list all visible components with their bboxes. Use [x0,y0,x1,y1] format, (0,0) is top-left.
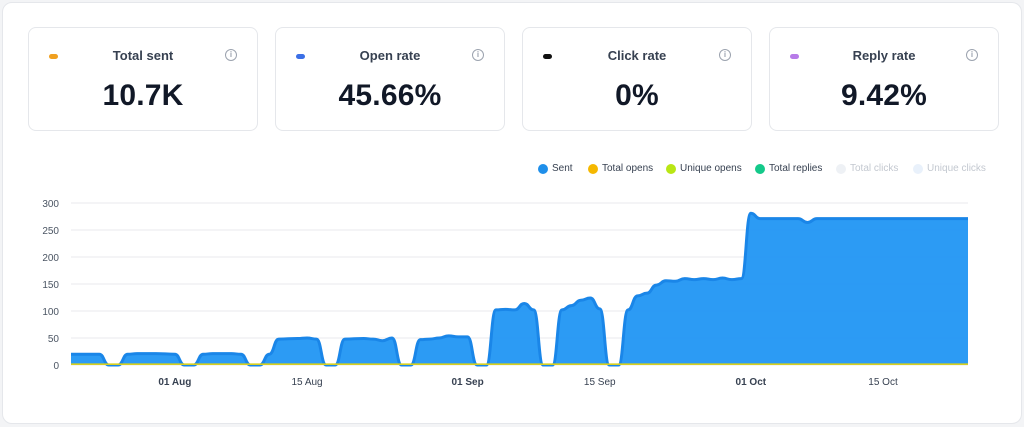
legend-item-total-opens[interactable]: Total opens [588,163,653,174]
x-tick-label: 01 Sep [451,377,483,388]
stat-card-value: 0% [615,79,659,112]
legend-swatch [755,163,765,174]
y-tick-label: 100 [42,307,59,318]
legend-item-total-replies[interactable]: Total replies [755,163,822,174]
legend-item-unique-clicks[interactable]: Unique clicks [913,163,986,174]
info-icon[interactable]: i [966,49,978,61]
stat-card-value: 9.42% [840,79,928,112]
chart-legend: Sent Total opens Unique opens Total repl… [3,163,1021,177]
legend-label: Total opens [602,163,654,174]
sent-area-chart: 0 50 100 150 200 250 300 01 Aug 15 Aug 01 Sep 15 S… [42,199,968,388]
info-icon[interactable]: i [225,49,237,61]
x-tick-label: 15 Sep [584,377,616,388]
y-tick-label: 50 [48,334,60,345]
legend-item-sent[interactable]: Sent [538,163,573,174]
open-rate-color-dot [296,54,305,59]
total-opens-area [71,363,968,365]
legend-label: Sent [552,163,573,174]
stat-card-title: Click rate [607,48,667,63]
total-sent-color-dot [49,54,58,59]
legend-swatch [588,163,598,174]
y-tick-label: 200 [42,253,59,264]
stat-card-value: 10.7K [102,79,184,112]
stat-card-title: Reply rate [852,48,916,63]
legend-swatch [913,163,923,174]
legend-swatch [538,163,548,174]
sent-line [71,211,968,367]
legend-item-total-clicks[interactable]: Total clicks [836,163,898,174]
info-icon[interactable]: i [472,49,484,61]
legend-label: Total clicks [850,163,899,174]
x-tick-label: 01 Aug [158,377,191,388]
legend-label: Unique clicks [927,163,986,174]
stat-card-reply-rate: Reply rate i 9.42% [769,27,999,131]
sent-area [71,213,968,365]
stat-card-title: Total sent [112,48,174,63]
stat-card-total-sent: Total sent i 10.7K [28,27,258,131]
stat-card-open-rate: Open rate i 45.66% [275,27,505,131]
stat-card-title: Open rate [359,48,421,63]
click-rate-color-dot [543,54,552,59]
legend-item-unique-opens[interactable]: Unique opens [666,163,742,174]
stat-card-click-rate: Click rate i 0% [522,27,752,131]
x-tick-label: 15 Oct [868,377,898,388]
stat-card-value: 45.66% [338,79,442,112]
legend-swatch [836,163,846,174]
y-tick-label: 300 [42,199,59,210]
legend-label: Unique opens [680,163,742,174]
legend-swatch [666,163,676,174]
reply-rate-color-dot [790,54,799,59]
info-icon[interactable]: i [719,49,731,61]
y-tick-label: 150 [42,280,59,291]
legend-label: Total replies [769,163,823,174]
x-tick-label: 15 Aug [291,377,322,388]
y-tick-label: 0 [53,361,59,372]
x-tick-label: 01 Oct [736,377,767,388]
y-tick-label: 250 [42,226,59,237]
